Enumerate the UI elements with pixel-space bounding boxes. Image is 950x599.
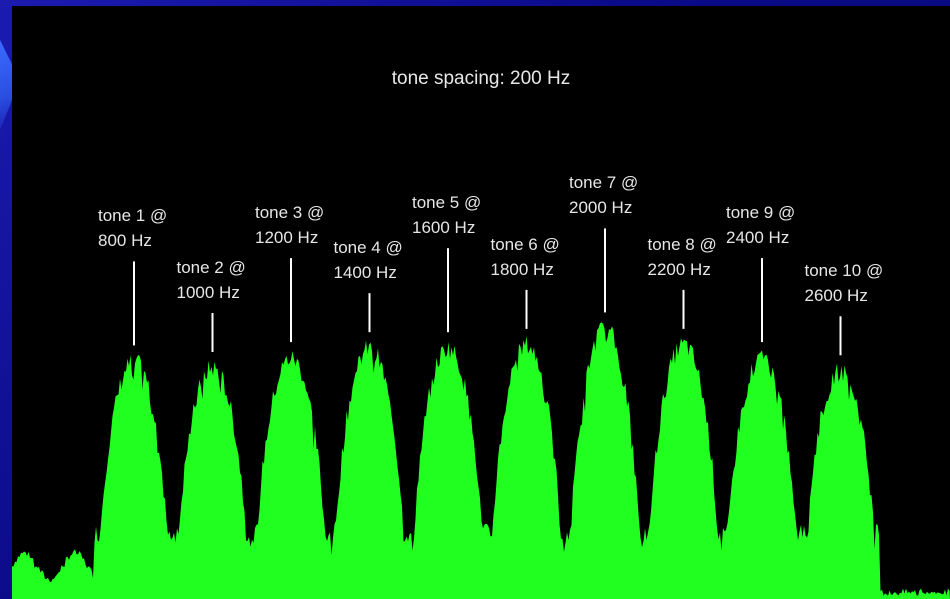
- tone-frequency: 2600 Hz: [804, 286, 868, 306]
- tone-name: tone 3 @: [255, 203, 325, 223]
- tone-frequency: 2000 Hz: [569, 198, 633, 218]
- tone-frequency: 2400 Hz: [726, 228, 790, 248]
- tone-frequency: 1600 Hz: [412, 218, 476, 238]
- tone-name: tone 4 @: [333, 238, 403, 258]
- tone-label: tone 10 @ 2600 Hz: [805, 258, 884, 308]
- tone-name: tone 1 @: [98, 206, 168, 226]
- tone-label: tone 3 @ 1200 Hz: [255, 200, 324, 250]
- tone-frequency: 1000 Hz: [176, 283, 240, 302]
- tone-frequency: 1800 Hz: [490, 259, 554, 279]
- tone-name: tone 7 @: [569, 173, 639, 193]
- tone-spacing-caption: tone spacing: 200 Hz: [391, 68, 571, 89]
- tone-frequency: 2200 Hz: [647, 259, 711, 279]
- tone-label: tone 1 @ 800 Hz: [98, 203, 167, 253]
- tone-name: tone 9 @: [726, 203, 796, 223]
- tone-label: tone 5 @ 1600 Hz: [412, 190, 481, 240]
- tone-name: tone 5 @: [412, 193, 482, 213]
- tone-label: tone 9 @ 2400 Hz: [726, 200, 795, 250]
- tone-label: tone 8 @ 2200 Hz: [648, 232, 717, 282]
- tone-frequency: 1400 Hz: [333, 263, 397, 283]
- spectrum-display: tone spacing: 200 Hz tone 1 @800 Hz tone …: [12, 6, 950, 599]
- tone-label: tone 2 @ 1000 Hz: [177, 255, 246, 305]
- spectrum-area: [12, 322, 950, 599]
- tone-label: tone 7 @ 2000 Hz: [569, 170, 638, 220]
- tone-frequency: 1200 Hz: [255, 228, 319, 248]
- tone-name: tone 2 @: [176, 258, 246, 277]
- tone-frequency: 800 Hz: [98, 231, 152, 251]
- tone-name: tone 10 @: [804, 261, 884, 281]
- spectrum-chart: [12, 228, 950, 599]
- tone-label: tone 6 @ 1800 Hz: [491, 232, 560, 282]
- tone-label: tone 4 @ 1400 Hz: [334, 235, 403, 285]
- tone-name: tone 6 @: [490, 234, 560, 254]
- tone-name: tone 8 @: [647, 234, 717, 254]
